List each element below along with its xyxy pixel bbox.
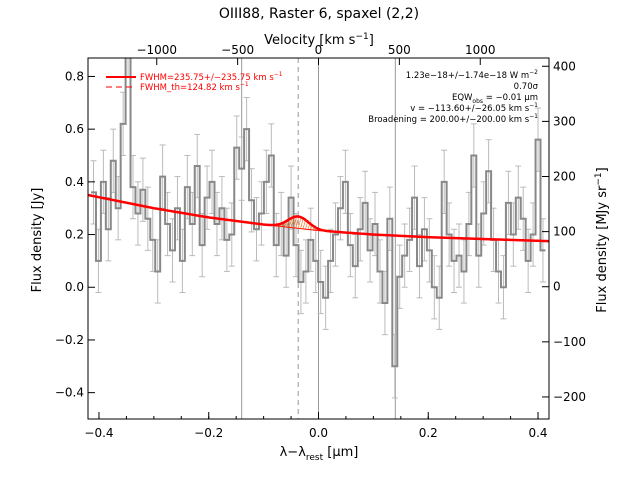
y-right-tick-label: 100: [553, 225, 576, 239]
x-tick-label: 0.2: [419, 426, 438, 440]
x-tick-label: 0.4: [528, 426, 547, 440]
annotation-eqw: EQWobs = −0.01 μm: [452, 93, 538, 105]
y-left-tick-label: 0.0: [65, 280, 84, 294]
velocity-tick-label: 0: [315, 43, 323, 57]
fit-hatch: [285, 220, 290, 228]
y-right-tick-label: 400: [553, 59, 576, 73]
y-right-tick-label: 0: [553, 280, 561, 294]
y-axis-label-right: Flux density [MJy sr−1]: [594, 167, 610, 312]
top-axis-label: Velocity [km s−1]: [264, 32, 374, 48]
y-left-tick-label: 0.2: [65, 228, 84, 242]
fit-annotations: 1.23e−18+/−1.74e−18 W m−2 0.70σ EQWobs =…: [368, 69, 538, 125]
gaussian-fit-line: [88, 193, 549, 243]
fit-hatch: [290, 218, 295, 228]
y-left-tick-label: 0.8: [65, 69, 84, 83]
legend-entry-2: FWHM_th=124.82 km s−1: [140, 81, 249, 93]
annotation-broadening: Broadening = 200.00+/−200.00 km s−1: [368, 113, 538, 125]
x-tick-label: 0.0: [309, 426, 328, 440]
velocity-tick-label: 1000: [465, 43, 496, 57]
reference-lines: [241, 58, 396, 419]
fit-hatch: [281, 223, 285, 227]
axis-ticks: −0.4 −0.2 0.0 0.2 0.4 −0.4 −0.2 0.0 0.2 0.4 0.6 0.8…: [55, 43, 586, 440]
annotation-velocity: v = −113.60+/−26.05 km s−1: [410, 102, 538, 114]
y-right-tick-label: 300: [553, 114, 576, 128]
fit-hatch: [288, 219, 292, 228]
y-left-tick-label: 0.4: [65, 175, 84, 189]
velocity-tick-label: 500: [388, 43, 411, 57]
legend-entry-1: FWHM=235.75+/−235.75 km s−1: [140, 71, 283, 83]
y-right-tick-label: −200: [553, 390, 586, 404]
y-right-tick-label: 200: [553, 169, 576, 183]
annotation-flux: 1.23e−18+/−1.74e−18 W m−2: [406, 69, 538, 81]
y-left-tick-label: 0.6: [65, 122, 84, 136]
annotation-sigma: 0.70σ: [514, 82, 539, 92]
x-tick-label: −0.4: [84, 426, 113, 440]
fit-hatch: [283, 222, 288, 227]
fit-series: [88, 193, 549, 243]
y-left-tick-label: −0.2: [55, 333, 84, 347]
y-right-tick-label: −100: [553, 335, 586, 349]
data-step-line: [91, 58, 546, 368]
fit-hatch: [295, 216, 300, 229]
y-left-tick-label: −0.4: [55, 386, 84, 400]
x-axis-label: λ−λrest [μm]: [280, 445, 359, 463]
x-tick-label: −0.2: [194, 426, 223, 440]
y-axis-label-left: Flux density [Jy]: [30, 188, 45, 293]
velocity-tick-label: −500: [221, 43, 254, 57]
chart-title: OIII88, Raster 6, spaxel (2,2): [219, 6, 419, 22]
legend: FWHM=235.75+/−235.75 km s−1 FWHM_th=124.…: [106, 71, 283, 93]
velocity-tick-label: −1000: [136, 43, 177, 57]
fit-hatch: [293, 217, 297, 228]
